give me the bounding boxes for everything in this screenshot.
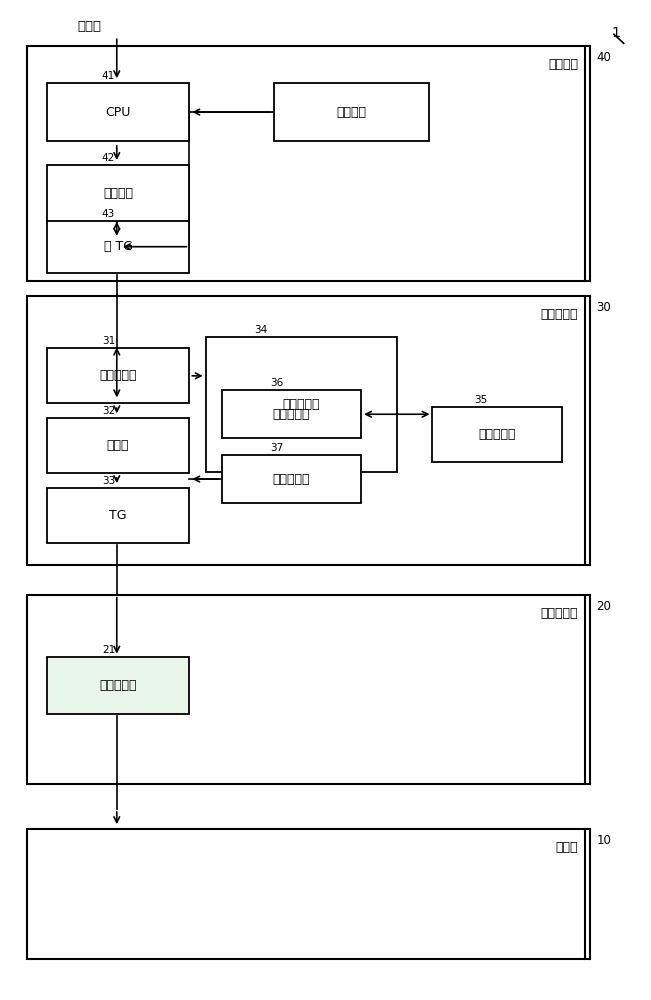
Bar (222, 390, 361, 438)
Text: 32: 32 (102, 406, 115, 416)
Text: 40: 40 (596, 51, 611, 64)
Text: 广播波: 广播波 (77, 20, 101, 33)
Text: 43: 43 (102, 209, 115, 219)
Bar (47, 348, 189, 403)
Text: 极性判断部: 极性判断部 (478, 428, 516, 441)
Text: 21: 21 (102, 645, 115, 655)
Bar (206, 337, 397, 472)
Text: 42: 42 (102, 153, 115, 163)
Text: 30: 30 (596, 301, 611, 314)
Text: 存储器: 存储器 (107, 439, 130, 452)
Bar (47, 83, 189, 141)
Text: 31: 31 (102, 336, 115, 346)
Bar (27, 829, 585, 959)
Bar (47, 657, 189, 714)
Text: 1: 1 (611, 26, 620, 40)
Text: 显示部: 显示部 (556, 841, 578, 854)
Bar (27, 46, 585, 281)
Text: 36: 36 (270, 378, 284, 388)
Bar (47, 221, 189, 273)
Text: 刷新控制部: 刷新控制部 (283, 398, 320, 411)
Text: 主 TG: 主 TG (104, 240, 133, 253)
Text: 显示控制部: 显示控制部 (541, 308, 578, 321)
Bar (47, 488, 189, 543)
Text: 34: 34 (254, 325, 268, 335)
Bar (432, 407, 562, 462)
Bar (27, 296, 585, 565)
Text: 源极驱动器: 源极驱动器 (100, 679, 137, 692)
Text: 显示驱动部: 显示驱动部 (541, 607, 578, 620)
Text: 37: 37 (270, 443, 284, 453)
Bar (47, 165, 189, 223)
Text: 10: 10 (596, 834, 611, 847)
Text: 主控制部: 主控制部 (548, 58, 578, 71)
Text: 41: 41 (102, 71, 115, 81)
Bar (273, 83, 429, 141)
Text: CPU: CPU (105, 106, 131, 119)
Text: 主存储器: 主存储器 (103, 187, 133, 200)
Text: TG: TG (109, 509, 127, 522)
Text: 33: 33 (102, 476, 115, 486)
Text: 35: 35 (475, 395, 488, 405)
Bar (27, 595, 585, 784)
Bar (47, 418, 189, 473)
Text: 更新判断部: 更新判断部 (273, 408, 311, 421)
Text: 应用程序: 应用程序 (337, 106, 367, 119)
Bar (222, 455, 361, 503)
Text: 追加判断部: 追加判断部 (273, 473, 311, 486)
Text: 图像处理部: 图像处理部 (100, 369, 137, 382)
Text: 20: 20 (596, 600, 611, 613)
